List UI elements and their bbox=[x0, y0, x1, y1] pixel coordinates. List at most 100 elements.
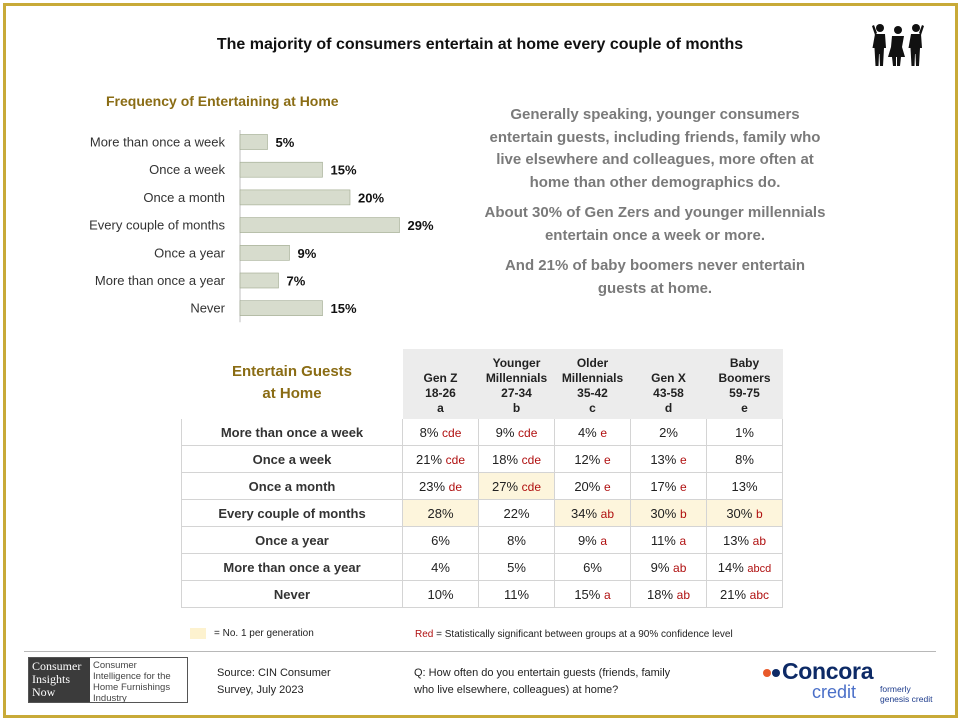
column-header: Older Millennials 35-42 c bbox=[554, 349, 631, 419]
significance-note-text: = Statistically significant between grou… bbox=[433, 629, 733, 640]
bar bbox=[239, 189, 351, 206]
table-cell: 22% bbox=[478, 499, 555, 527]
category-label: Once a month bbox=[143, 190, 225, 205]
significance-letters: ab bbox=[752, 533, 766, 548]
table-cell: 13% e bbox=[630, 445, 707, 473]
row-label: Once a week bbox=[181, 445, 403, 473]
narrative-text: Generally speaking, younger consumers en… bbox=[480, 104, 830, 308]
table-title: Entertain Guests at Home bbox=[181, 349, 403, 419]
significance-red-word: Red bbox=[415, 629, 434, 640]
generation-table: Entertain Guests at Home Gen Z 18-26 a Young… bbox=[181, 349, 783, 608]
category-label: Every couple of months bbox=[89, 218, 225, 233]
bar bbox=[239, 245, 290, 261]
table-row: Never 10% 11% 15% a 18% ab 21% abc bbox=[181, 580, 783, 608]
table-cell: 9% a bbox=[554, 526, 631, 554]
table-cell: 21% cde bbox=[402, 445, 479, 473]
table-cell: 18% cde bbox=[478, 445, 555, 473]
column-header: Younger Millennials 27-34 b bbox=[478, 349, 555, 419]
table-cell: 9% cde bbox=[478, 418, 555, 446]
significance-letters: cde bbox=[521, 452, 541, 467]
column-header: Gen X 43-58 d bbox=[630, 349, 707, 419]
table-cell: 12% e bbox=[554, 445, 631, 473]
significance-letters: cde bbox=[442, 425, 462, 440]
table-cell: 1% bbox=[706, 418, 783, 446]
footer-divider bbox=[24, 651, 936, 652]
table-cell: 4% bbox=[402, 553, 479, 581]
column-header: Baby Boomers 59-75 e bbox=[706, 349, 783, 419]
significance-letters: a bbox=[679, 533, 687, 548]
highlight-legend-swatch bbox=[190, 628, 206, 639]
concora-wordmark: Concora bbox=[782, 658, 874, 684]
value-label: 9% bbox=[298, 246, 317, 261]
row-label: More than once a year bbox=[181, 553, 403, 581]
value-label: 29% bbox=[408, 218, 434, 233]
concora-formerly-note: formerly genesis credit bbox=[880, 684, 933, 704]
significance-letters: abc bbox=[749, 587, 769, 602]
significance-letters: e bbox=[679, 479, 687, 494]
concora-mark-icon bbox=[763, 669, 780, 677]
table-row: Once a week 21% cde 18% cde 12% e 13% e 8% bbox=[181, 445, 783, 473]
bar bbox=[239, 300, 323, 317]
table-cell: 30% b bbox=[630, 499, 707, 527]
concora-credit-word: credit bbox=[812, 682, 857, 702]
value-label: 15% bbox=[331, 163, 357, 178]
bar bbox=[239, 272, 279, 289]
table-cell: 13% ab bbox=[706, 526, 783, 554]
significance-letters: e bbox=[679, 452, 687, 467]
source-note: Source: CIN Consumer Survey, July 2023 bbox=[217, 667, 331, 696]
table-cell: 20% e bbox=[554, 472, 631, 500]
table-cell: 30% b bbox=[706, 499, 783, 527]
significance-letters: b bbox=[679, 506, 687, 521]
table-row: Once a month 23% de 27% cde 20% e 17% e 13% bbox=[181, 472, 783, 500]
value-label: 7% bbox=[287, 274, 306, 289]
table-cell: 18% ab bbox=[630, 580, 707, 608]
table-cell: 4% e bbox=[554, 418, 631, 446]
cin-logo-word-1: Consumer bbox=[32, 659, 82, 673]
table-cell: 6% bbox=[554, 553, 631, 581]
cin-logo-word-3: Now bbox=[32, 685, 56, 699]
table-cell: 2% bbox=[630, 418, 707, 446]
significance-letters: b bbox=[755, 506, 763, 521]
people-group-icon bbox=[872, 24, 924, 66]
table-cell: 6% bbox=[402, 526, 479, 554]
category-label: Never bbox=[190, 301, 225, 316]
bar bbox=[239, 217, 400, 233]
highlight-legend-text: = No. 1 per generation bbox=[214, 628, 314, 639]
significance-letters: cde bbox=[445, 452, 465, 467]
category-label: Once a week bbox=[149, 162, 225, 177]
table-row: More than once a week 8% cde 9% cde 4% e 2% 1… bbox=[181, 418, 783, 446]
significance-letters: de bbox=[448, 479, 462, 494]
concora-logo: Concora credit formerly genesis credit bbox=[762, 658, 942, 708]
significance-letters: ab bbox=[673, 560, 687, 575]
category-label: More than once a week bbox=[90, 135, 226, 150]
row-label: More than once a week bbox=[181, 418, 403, 446]
narrative-paragraph-3: And 21% of baby boomers never entertain … bbox=[504, 257, 806, 297]
row-label: Every couple of months bbox=[181, 499, 403, 527]
category-label: More than once a year bbox=[95, 273, 226, 288]
table-cell: 28% bbox=[402, 499, 479, 527]
table-cell: 11% bbox=[478, 580, 555, 608]
slide-frame bbox=[3, 3, 958, 718]
table-cell: 10% bbox=[402, 580, 479, 608]
bar bbox=[239, 134, 268, 150]
table-cell: 17% e bbox=[630, 472, 707, 500]
value-label: 5% bbox=[276, 135, 295, 150]
column-header: Gen Z 18-26 a bbox=[402, 349, 479, 419]
table-cell: 21% abc bbox=[706, 580, 783, 608]
significance-letters: e bbox=[600, 425, 608, 440]
table-cell: 5% bbox=[478, 553, 555, 581]
table-row: Once a year 6% 8% 9% a 11% a 13% ab bbox=[181, 526, 783, 554]
category-label: Once a year bbox=[154, 245, 225, 260]
table-cell: 11% a bbox=[630, 526, 707, 554]
table-cell: 14% abcd bbox=[706, 553, 783, 581]
table-cell: 9% ab bbox=[630, 553, 707, 581]
frequency-bar-chart: More than once a week 5% Once a week 15% Onc… bbox=[89, 130, 434, 323]
significance-letters: e bbox=[603, 479, 611, 494]
cin-logo-tagline: Consumer Intelligence for the Home Furni… bbox=[93, 660, 171, 704]
narrative-paragraph-1: Generally speaking, younger consumers en… bbox=[489, 106, 821, 191]
value-label: 20% bbox=[358, 190, 384, 205]
cin-logo: Consumer Insights Now Consumer Intellige… bbox=[28, 657, 188, 704]
table-cell: 13% bbox=[706, 472, 783, 500]
table-cell: 8% bbox=[478, 526, 555, 554]
